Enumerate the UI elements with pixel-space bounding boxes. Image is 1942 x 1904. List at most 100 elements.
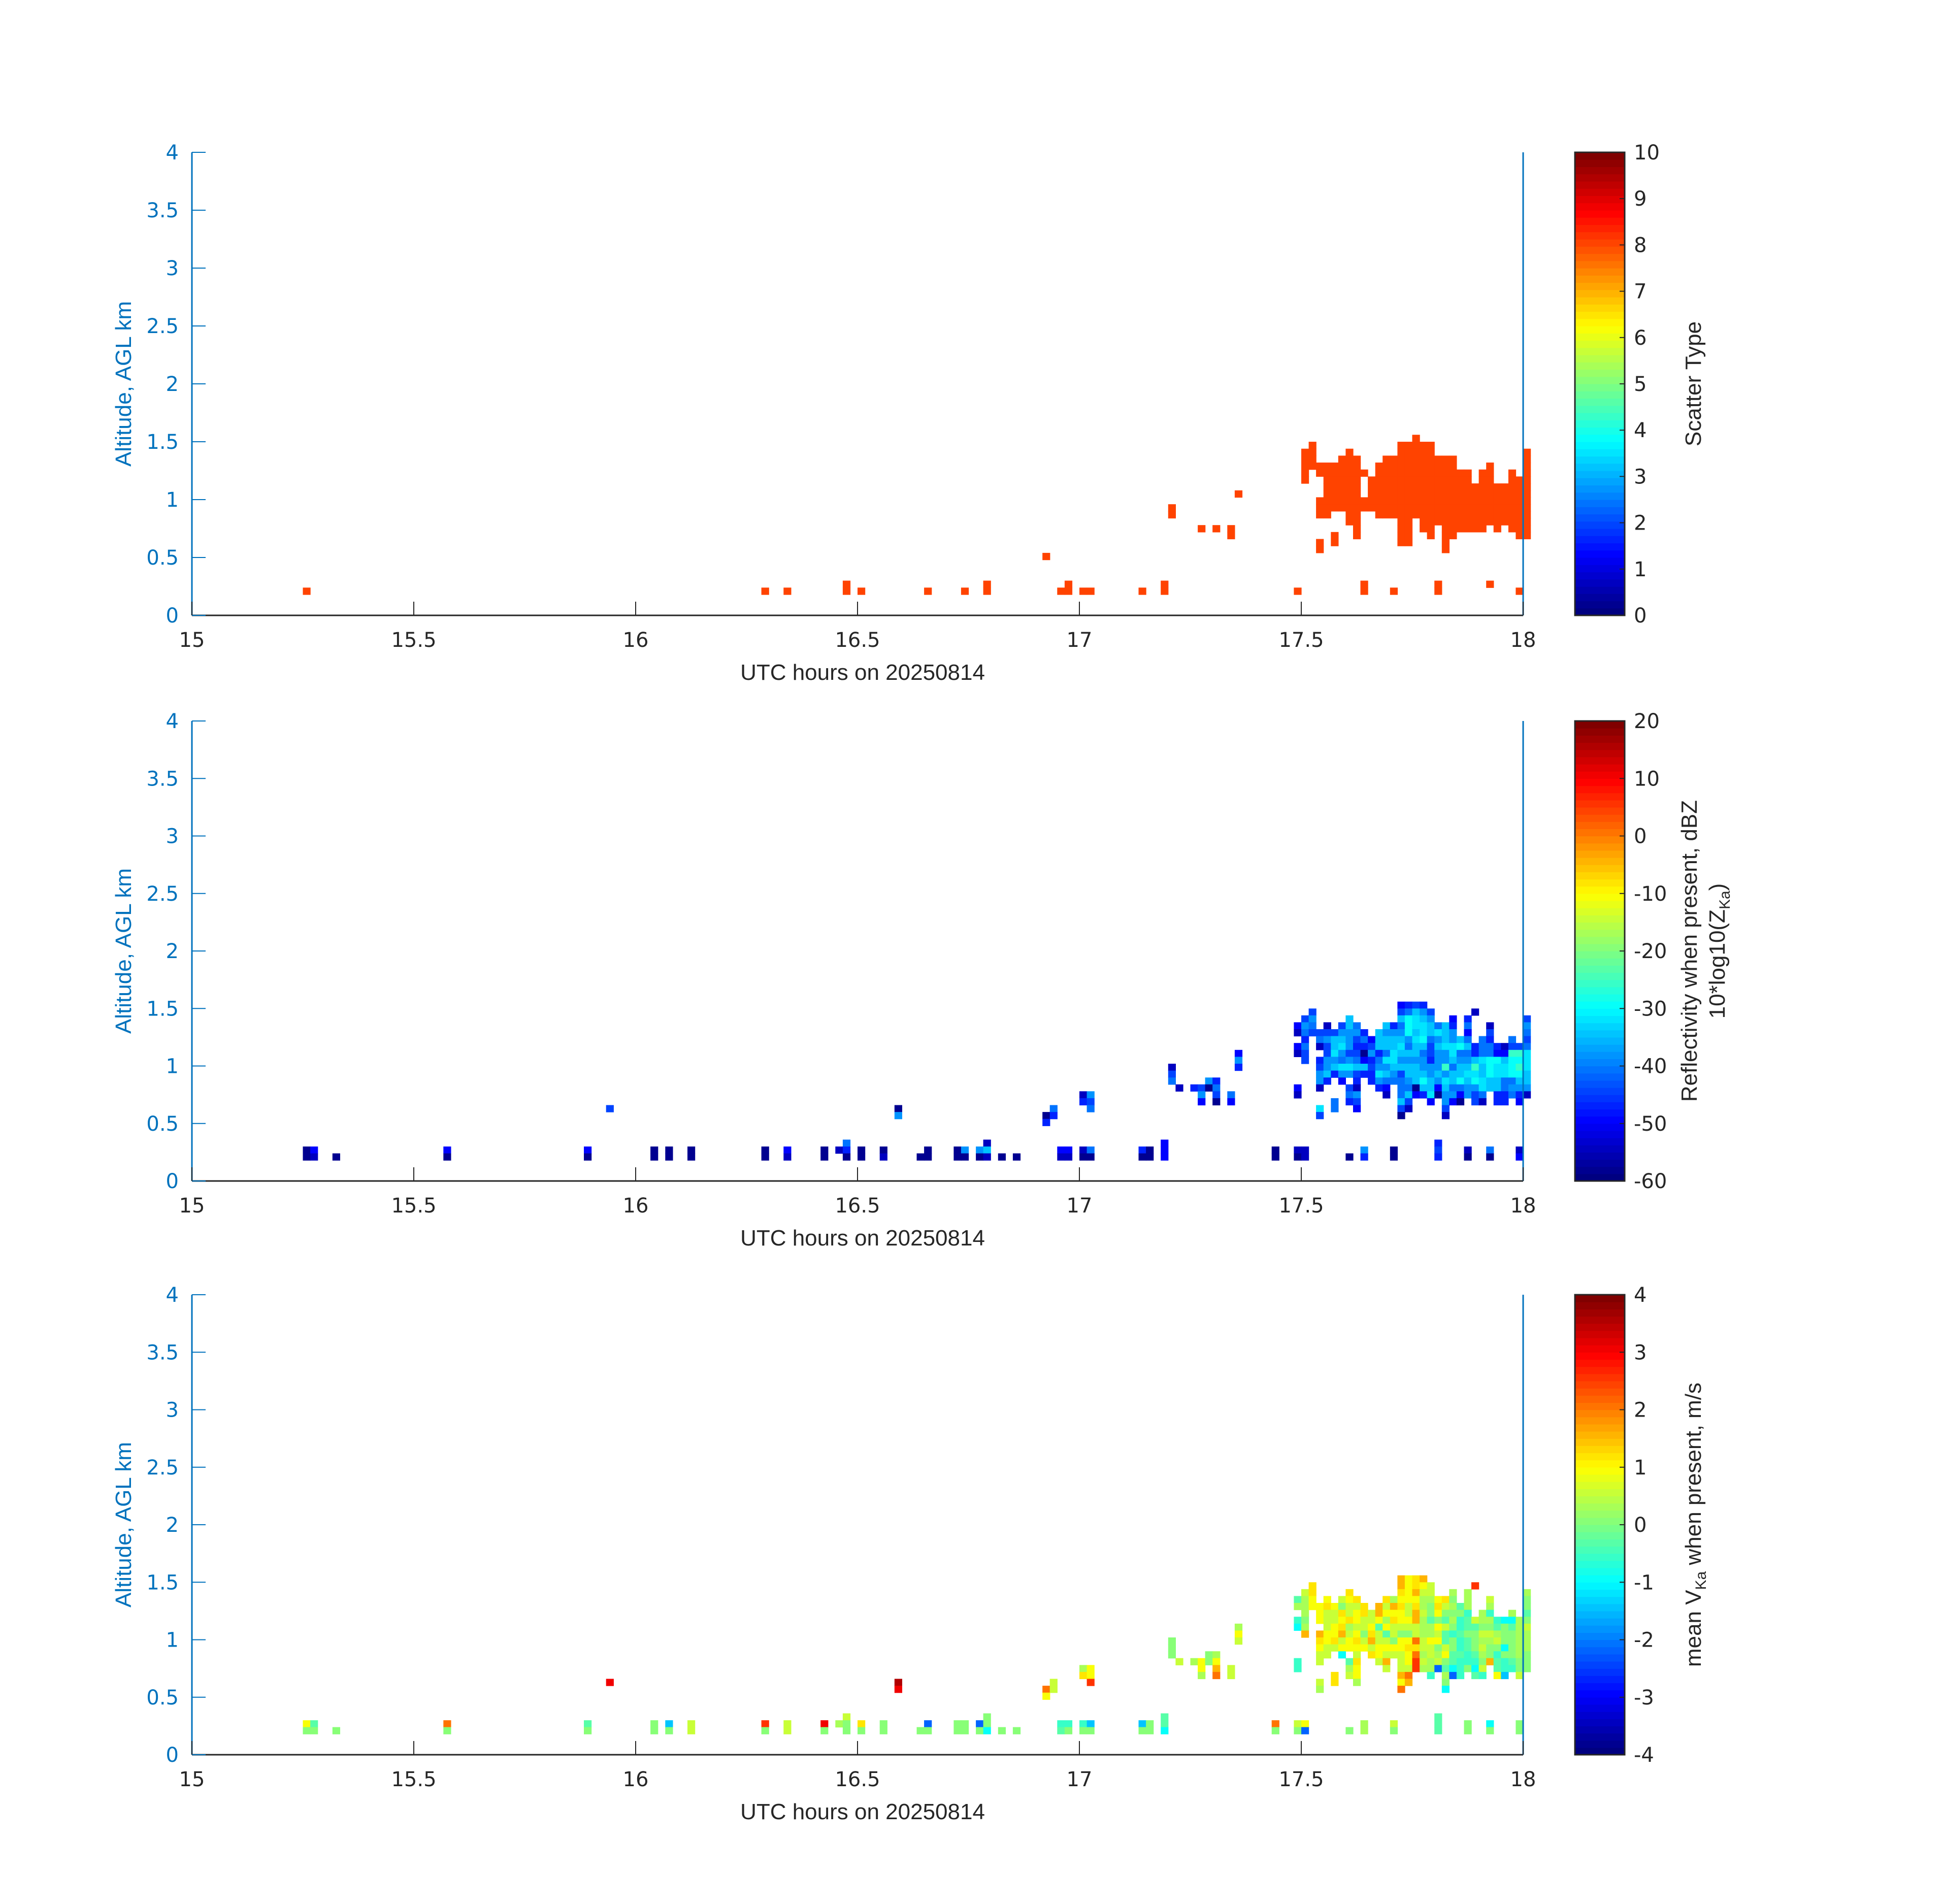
y-tick-label: 3 — [166, 825, 179, 848]
data-cell — [1375, 1658, 1383, 1665]
data-cell — [1360, 497, 1368, 505]
data-cell — [1456, 1617, 1465, 1624]
data-cell — [1338, 497, 1346, 505]
data-cell — [1301, 1057, 1309, 1064]
data-cell — [1316, 463, 1324, 470]
data-cell — [1168, 1651, 1176, 1659]
colorbar-swatch — [1575, 1409, 1625, 1418]
data-cell — [1390, 469, 1398, 477]
data-cell — [1441, 511, 1450, 519]
data-cell — [1368, 1064, 1376, 1071]
data-cell — [1353, 483, 1361, 491]
colorbar-swatch — [1575, 536, 1625, 544]
data-cell — [1087, 1153, 1095, 1161]
data-cell — [1471, 1057, 1479, 1064]
data-cell — [1353, 1022, 1361, 1030]
colorbar-swatch — [1575, 1052, 1625, 1059]
data-cell — [303, 587, 311, 595]
colorbar-swatch — [1575, 1482, 1625, 1489]
colorbar-swatch — [1575, 1618, 1625, 1626]
data-cell — [1420, 1043, 1428, 1051]
y-tick-label: 0.5 — [146, 546, 179, 570]
data-cell — [1397, 539, 1405, 546]
data-cell — [1412, 1008, 1420, 1016]
data-cell — [1383, 463, 1391, 470]
colorbar-swatch — [1575, 1712, 1625, 1719]
data-cell — [1412, 483, 1420, 491]
y-tick-label: 4 — [166, 141, 179, 165]
data-cell — [1146, 1153, 1154, 1161]
data-cell — [1390, 1596, 1398, 1603]
data-cell — [1271, 1727, 1279, 1734]
data-cell — [1516, 587, 1524, 595]
data-cell — [1353, 1029, 1361, 1037]
data-cell — [1486, 1630, 1494, 1638]
data-cell — [1412, 1658, 1420, 1665]
data-cell — [1368, 504, 1376, 512]
data-cell — [1427, 1651, 1435, 1659]
data-cell — [1375, 1644, 1383, 1652]
data-cell — [1042, 1686, 1050, 1693]
colorbar-swatch — [1575, 601, 1625, 609]
colorbar-swatch — [1575, 1008, 1625, 1016]
data-cell — [1478, 1623, 1487, 1631]
data-cell — [1234, 1623, 1243, 1631]
data-cell — [1412, 1049, 1420, 1057]
data-cell — [1441, 1658, 1450, 1665]
data-cell — [1323, 1603, 1331, 1611]
data-cell — [1427, 1036, 1435, 1043]
data-cell — [1301, 1029, 1309, 1037]
data-cell — [1486, 1651, 1494, 1659]
data-cell — [1434, 1603, 1442, 1611]
data-cell — [924, 587, 932, 595]
data-cell — [1368, 1651, 1376, 1659]
data-cell — [1456, 525, 1465, 533]
colorbar-swatch — [1575, 174, 1625, 182]
data-cell — [1390, 455, 1398, 463]
colorbar-swatch — [1575, 289, 1625, 298]
data-cell — [1212, 1671, 1221, 1680]
data-cell — [1375, 497, 1383, 505]
data-cell — [1471, 1658, 1479, 1665]
colorbar-swatch — [1575, 1123, 1625, 1131]
data-cell — [1316, 1658, 1324, 1665]
data-cell — [1420, 463, 1428, 470]
data-cell — [584, 1727, 592, 1734]
data-cell — [1375, 1630, 1383, 1638]
colorbar-swatch — [1575, 1704, 1625, 1712]
data-cell — [1168, 1077, 1176, 1085]
data-cell — [1323, 1644, 1331, 1652]
data-cell — [1501, 518, 1509, 526]
data-cell — [1390, 1623, 1398, 1631]
data-cell — [1493, 1077, 1501, 1085]
colorbar-swatch — [1575, 1683, 1625, 1691]
data-cell — [1234, 1637, 1243, 1645]
data-cell — [1412, 1617, 1420, 1624]
data-cell — [1138, 1720, 1146, 1728]
colorbar-label: Scatter Type — [1681, 321, 1706, 446]
data-cell — [687, 1727, 696, 1734]
data-cell — [1412, 1036, 1420, 1043]
colorbar-swatch — [1575, 814, 1625, 822]
data-cell — [1427, 483, 1435, 491]
data-cell — [983, 1153, 991, 1161]
data-cell — [1420, 1582, 1428, 1590]
data-cell — [1493, 490, 1501, 498]
data-cell — [1345, 511, 1354, 519]
data-cell — [1338, 1077, 1346, 1085]
colorbar-swatch — [1575, 1066, 1625, 1074]
data-cell — [1404, 1589, 1413, 1596]
data-cell — [924, 1153, 932, 1161]
colorbar-swatch — [1575, 159, 1625, 168]
data-cell — [1516, 532, 1524, 540]
data-cell — [443, 1720, 451, 1728]
data-cell — [303, 1727, 311, 1734]
data-cell — [1397, 469, 1405, 477]
data-cell — [1501, 1623, 1509, 1631]
data-cell — [443, 1146, 451, 1154]
data-cell — [976, 1720, 984, 1728]
colorbar-swatch — [1575, 987, 1625, 995]
data-cell — [1434, 1630, 1442, 1638]
colorbar-swatch — [1575, 1654, 1625, 1662]
data-cell — [1353, 1671, 1361, 1680]
